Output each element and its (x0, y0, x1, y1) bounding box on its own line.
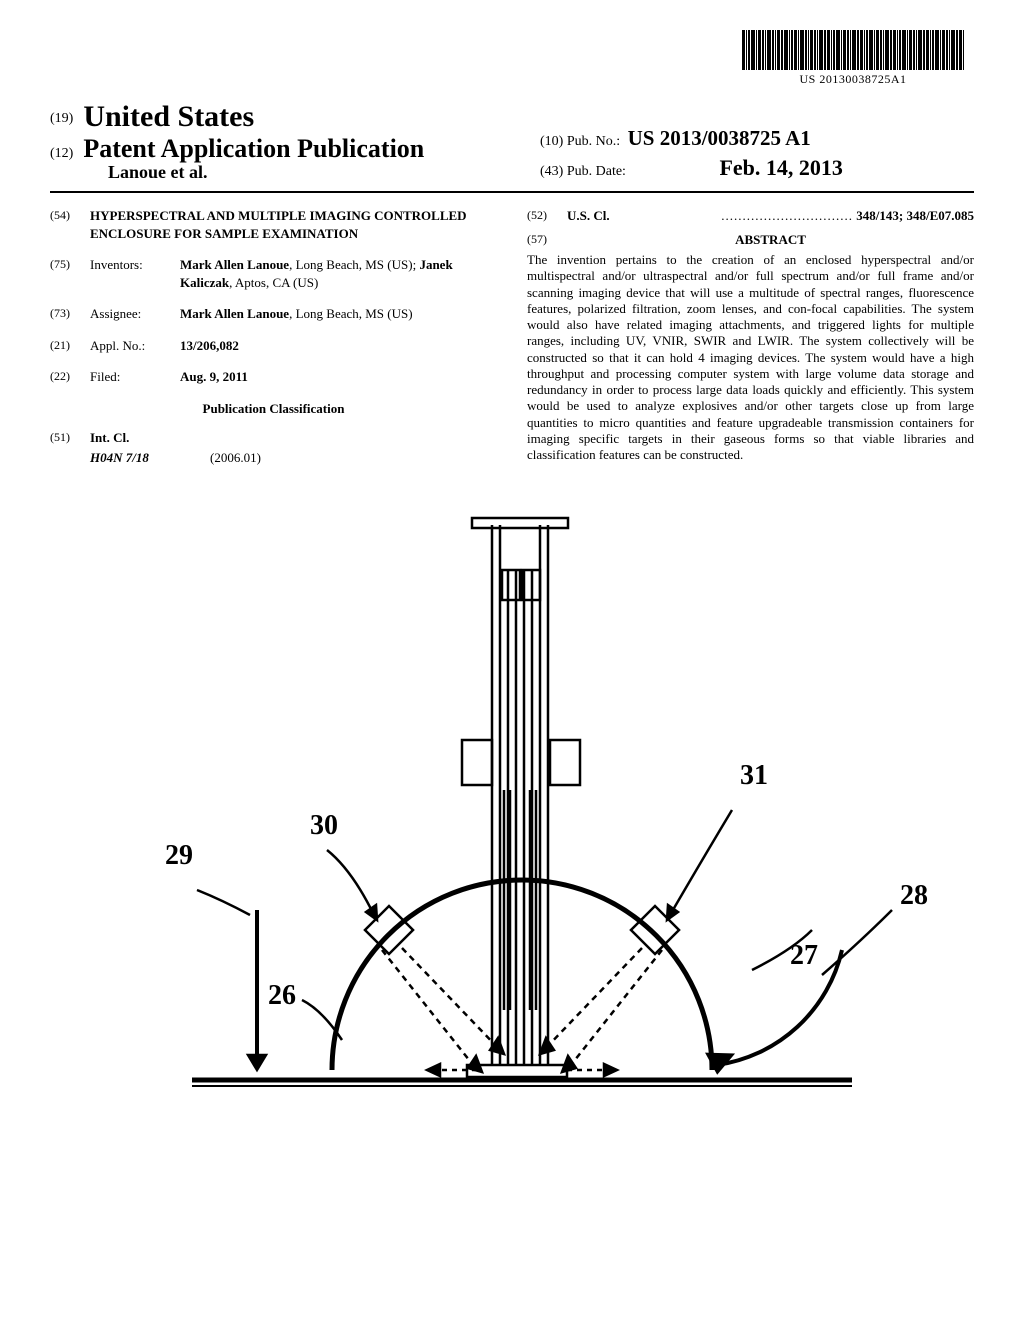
code-43: (43) (540, 164, 563, 179)
field-57-num: (57) (527, 231, 567, 249)
country: United States (83, 100, 254, 133)
header-rule (50, 191, 974, 193)
field-21-num: (21) (50, 337, 90, 355)
pub-no-label: Pub. No.: (567, 134, 620, 149)
ref-31: 31 (740, 760, 768, 792)
int-cl-ver: (2006.01) (210, 449, 261, 467)
inventors-label: Inventors: (90, 256, 180, 291)
field-75-num: (75) (50, 256, 90, 291)
code-12: (12) (50, 146, 73, 161)
int-cl-label: Int. Cl. (90, 430, 129, 445)
publication-type: Patent Application Publication (83, 134, 424, 163)
patent-figure: 29 30 31 28 27 26 (50, 510, 974, 1130)
code-10: (10) (540, 134, 563, 149)
abstract-heading: ABSTRACT (735, 232, 806, 247)
ref-29: 29 (165, 840, 193, 872)
field-54-num: (54) (50, 207, 90, 242)
dotfill: ............................... (721, 208, 853, 223)
ref-26: 26 (268, 980, 296, 1012)
inventor-1: Mark Allen Lanoue (180, 257, 289, 272)
barcode-graphic (742, 30, 964, 70)
right-column: (52) U.S. Cl. ..........................… (527, 207, 974, 480)
bibliographic-columns: (54) HYPERSPECTRAL AND MULTIPLE IMAGING … (50, 207, 974, 480)
assignee-name: Mark Allen Lanoue (180, 306, 289, 321)
pub-classification-heading: Publication Classification (50, 400, 497, 418)
appl-no-val: 13/206,082 (180, 338, 239, 353)
filed-val: Aug. 9, 2011 (180, 369, 248, 384)
right-header: (10) Pub. No.: US 2013/0038725 A1 (43) P… (540, 126, 843, 181)
appl-no-label: Appl. No.: (90, 337, 180, 355)
us-cl-val: 348/143; 348/E07.085 (856, 208, 974, 223)
pub-date: Feb. 14, 2013 (719, 155, 842, 180)
code-19: (19) (50, 111, 73, 126)
figure-svg (52, 510, 972, 1130)
assignee-label: Assignee: (90, 305, 180, 323)
filed-label: Filed: (90, 368, 180, 386)
field-73-num: (73) (50, 305, 90, 323)
ref-27: 27 (790, 940, 818, 972)
ref-30: 30 (310, 810, 338, 842)
field-22-num: (22) (50, 368, 90, 386)
int-cl-code: H04N 7/18 (90, 450, 149, 465)
barcode-region: US 20130038725A1 (742, 30, 964, 87)
inventors-val: Mark Allen Lanoue, Long Beach, MS (US); … (180, 256, 497, 291)
pub-date-label: Pub. Date: (567, 164, 626, 179)
invention-title: HYPERSPECTRAL AND MULTIPLE IMAGING CONTR… (90, 207, 497, 242)
left-column: (54) HYPERSPECTRAL AND MULTIPLE IMAGING … (50, 207, 497, 480)
us-cl-label: U.S. Cl. (567, 208, 610, 223)
field-52-num: (52) (527, 207, 567, 225)
abstract-text: The invention pertains to the creation o… (527, 252, 974, 463)
pub-no: US 2013/0038725 A1 (628, 126, 811, 150)
assignee-val: Mark Allen Lanoue, Long Beach, MS (US) (180, 305, 497, 323)
ref-28: 28 (900, 880, 928, 912)
barcode-number: US 20130038725A1 (742, 72, 964, 87)
field-51-num: (51) (50, 429, 90, 447)
